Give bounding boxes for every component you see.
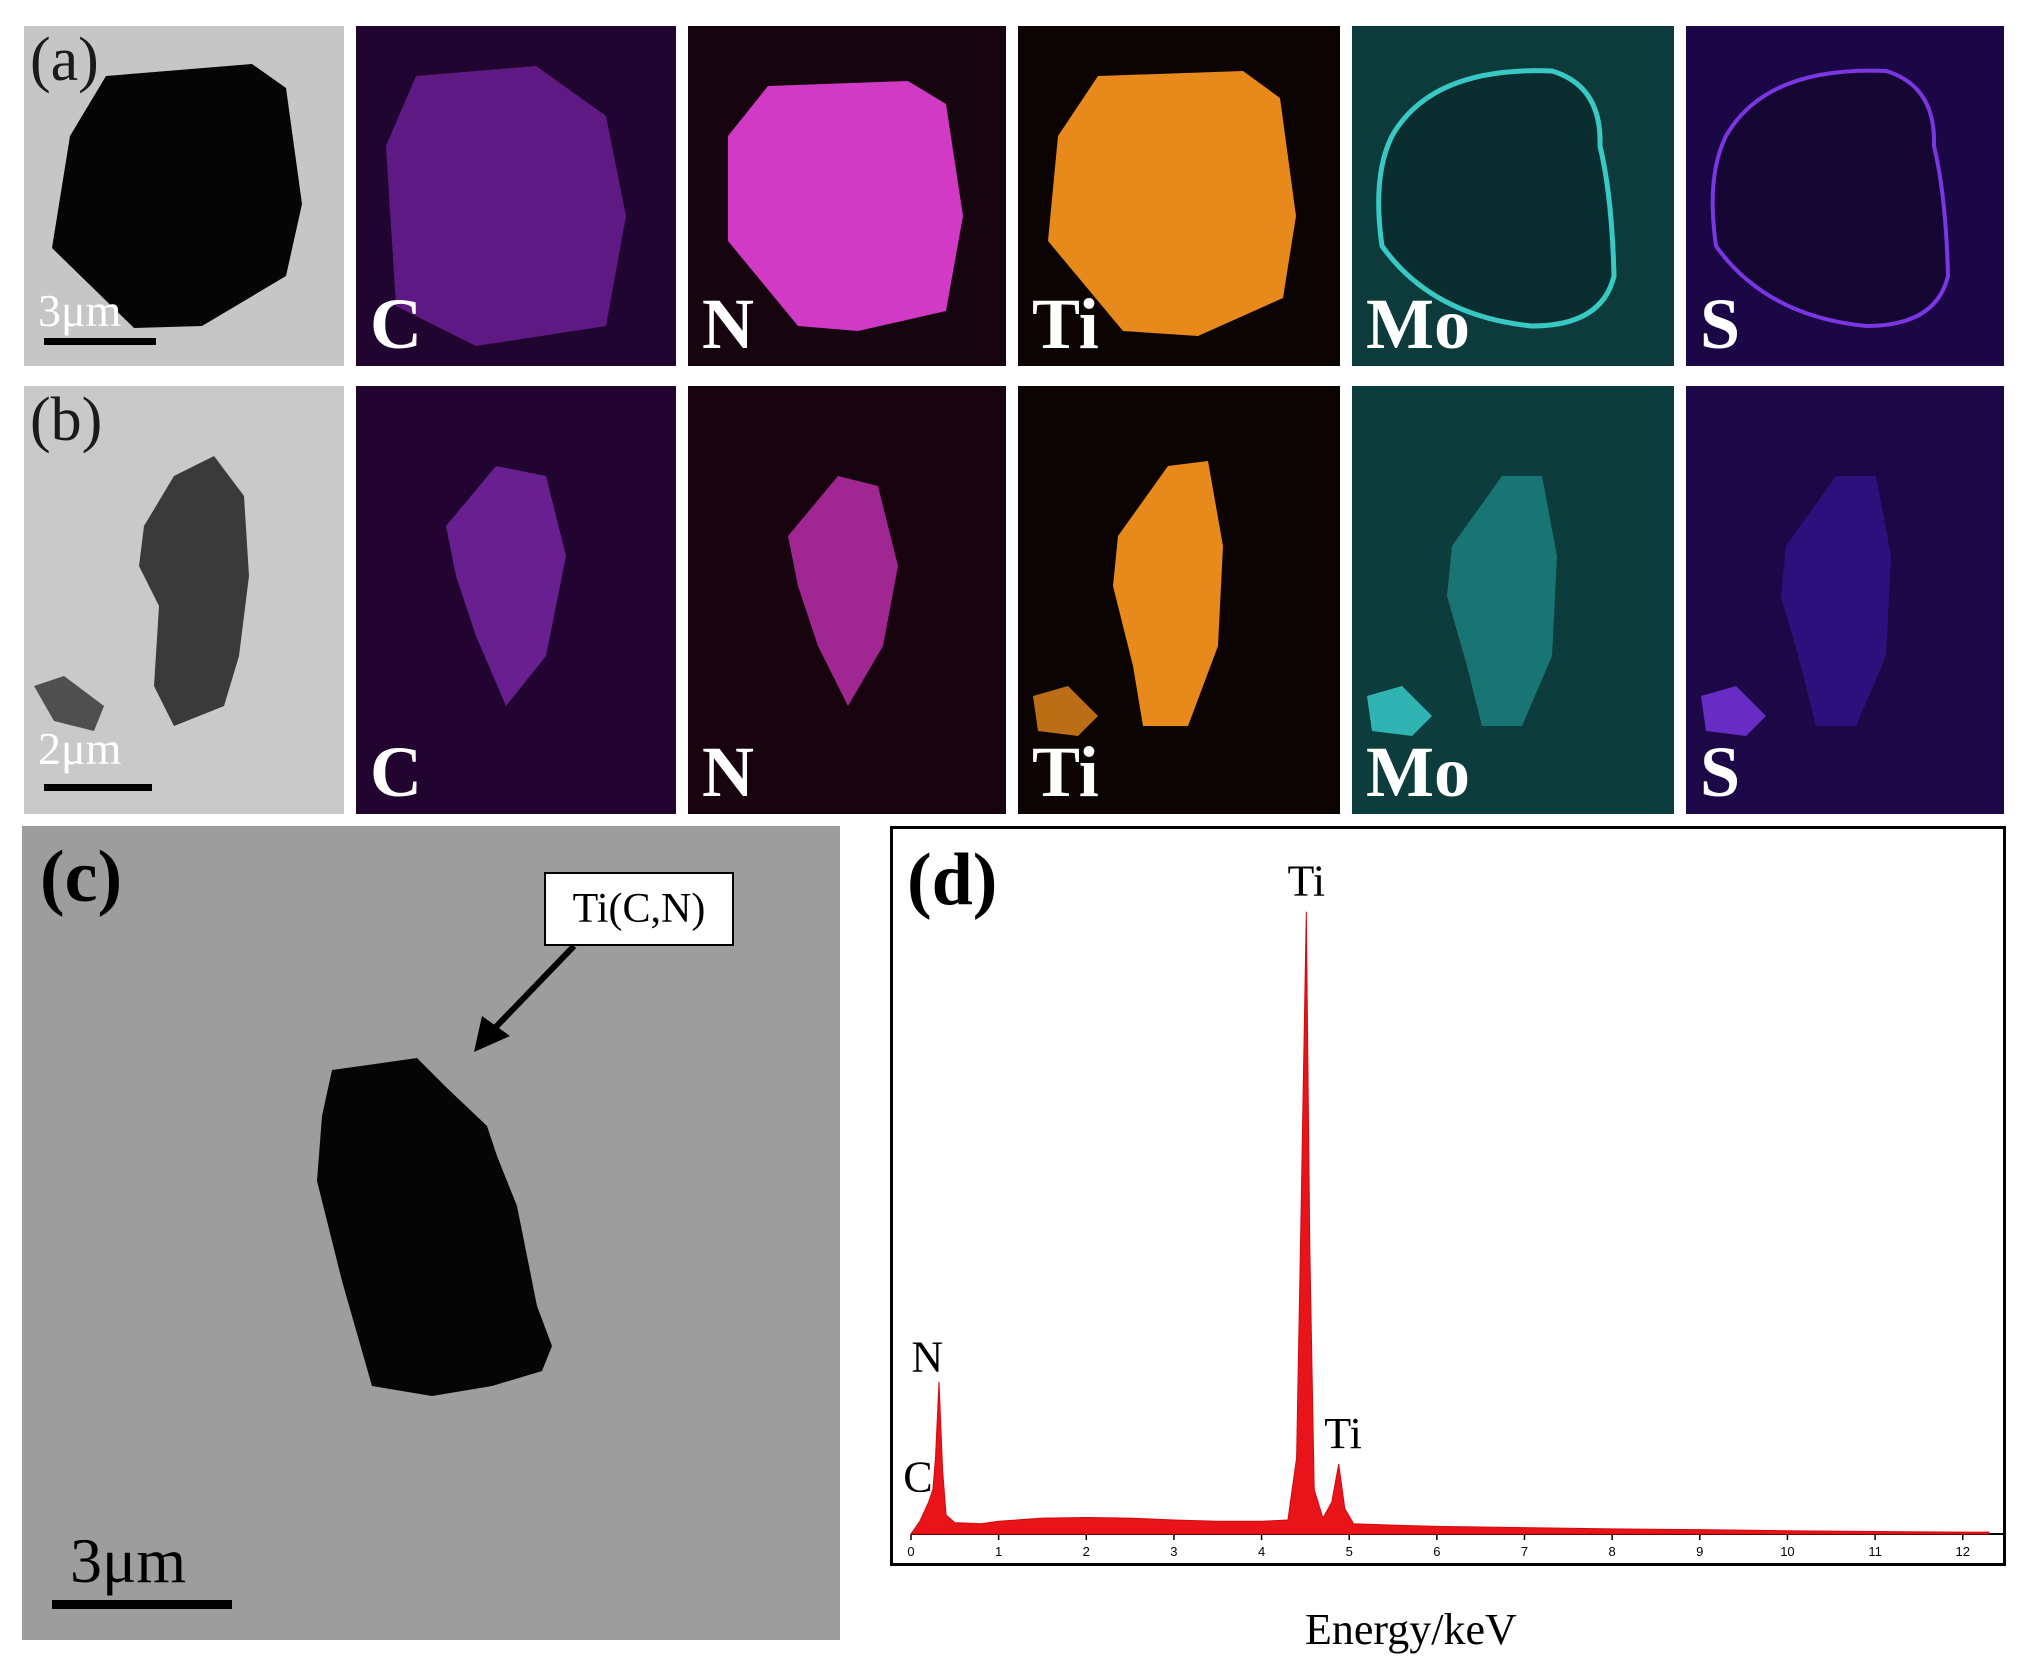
- row-a-particle-image: [24, 26, 344, 366]
- panel-d-chart: (d) 0 1 2 3 4 5 6 7 8 9 10 11 12 Ti Ti N C: [890, 826, 2006, 1566]
- row-b-scale-label: 2μm: [38, 723, 122, 774]
- row-a-map-mo-label: Mo: [1366, 284, 1470, 364]
- peak-label-0: Ti: [1287, 857, 1325, 906]
- panel-c-callout-label: Ti(C,N): [572, 886, 706, 932]
- row-b-map-c: C: [356, 386, 676, 814]
- row-b-map-s: S: [1686, 386, 2004, 814]
- panel-c-sem-image: (c) Ti(C,N) 3μm: [22, 826, 840, 1640]
- row-b-map-mo-label: Mo: [1366, 732, 1470, 812]
- row-a-map-s: S: [1686, 26, 2004, 366]
- row-b-electron-image: (b) 2μm: [24, 386, 344, 814]
- row-a-map-c: C: [356, 26, 676, 366]
- row-b-map-n: N: [688, 386, 1006, 814]
- x-tick-label-7: 7: [1521, 1544, 1528, 1559]
- x-tick-label-0: 0: [907, 1544, 914, 1559]
- x-tick-label-11: 11: [1868, 1544, 1882, 1559]
- x-tick-label-6: 6: [1433, 1544, 1440, 1559]
- row-b-map-s-label: S: [1700, 732, 1741, 812]
- row-b-map-n-label: N: [702, 732, 754, 812]
- row-a-map-n: N: [688, 26, 1006, 366]
- row-b-map-mo-image: [1352, 386, 1674, 814]
- row-b-map-n-image: [688, 386, 1006, 814]
- row-b-tag: (b): [30, 386, 103, 454]
- panel-c-particle-image: [22, 826, 840, 1640]
- x-tick-label-12: 12: [1955, 1544, 1969, 1559]
- row-a-scale-bar: [44, 338, 156, 345]
- row-b-map-ti: Ti: [1018, 386, 1340, 814]
- row-a-map-c-label: C: [370, 284, 422, 364]
- x-tick-label-2: 2: [1083, 1544, 1090, 1559]
- panel-d-spectrum-area: [910, 911, 1990, 1535]
- x-tick-label-1: 1: [995, 1544, 1002, 1559]
- row-b-map-c-image: [356, 386, 676, 814]
- x-tick-label-3: 3: [1170, 1544, 1177, 1559]
- row-a-map-c-image: [356, 26, 676, 366]
- row-b-map-mo: Mo: [1352, 386, 1674, 814]
- row-b-particle-image: [24, 386, 344, 814]
- panel-c-arrow: [474, 943, 577, 1052]
- row-a-tag: (a): [30, 26, 99, 94]
- peak-label-1: Ti: [1324, 1409, 1362, 1458]
- panel-c-scale-label: 3μm: [70, 1525, 187, 1596]
- row-b-map-ti-image: [1018, 386, 1340, 814]
- row-b-map-c-label: C: [370, 732, 422, 812]
- panel-c-tag: (c): [40, 836, 123, 918]
- row-a-map-ti: Ti: [1018, 26, 1340, 366]
- x-tick-label-4: 4: [1258, 1544, 1265, 1559]
- row-a-electron-image: (a) 3μm: [24, 26, 344, 366]
- x-tick-label-9: 9: [1696, 1544, 1703, 1559]
- row-a-map-n-image: [688, 26, 1006, 366]
- row-b-map-s-image: [1686, 386, 2004, 814]
- row-a-map-mo: Mo: [1352, 26, 1674, 366]
- row-a-map-n-label: N: [702, 284, 754, 364]
- peak-label-3: C: [903, 1453, 932, 1502]
- panel-d-tag: (d): [907, 839, 998, 921]
- x-tick-label-10: 10: [1780, 1544, 1794, 1559]
- row-a-map-s-label: S: [1700, 284, 1741, 364]
- x-tick-label-5: 5: [1346, 1544, 1353, 1559]
- row-a-map-s-image: [1686, 26, 2004, 366]
- row-a-map-ti-label: Ti: [1032, 284, 1099, 364]
- row-a-map-mo-image: [1352, 26, 1674, 366]
- row-b-scale-bar: [44, 784, 152, 791]
- row-a-map-ti-image: [1018, 26, 1340, 366]
- panel-d-x-label: Energy/keV: [1305, 1605, 1517, 1654]
- x-tick-label-8: 8: [1609, 1544, 1616, 1559]
- row-b-map-ti-label: Ti: [1032, 732, 1099, 812]
- row-a-scale-label: 3μm: [38, 285, 122, 336]
- panel-c-callout-box: Ti(C,N): [544, 872, 734, 946]
- panel-c-scale-bar: [52, 1600, 232, 1609]
- peak-label-2: N: [911, 1333, 943, 1382]
